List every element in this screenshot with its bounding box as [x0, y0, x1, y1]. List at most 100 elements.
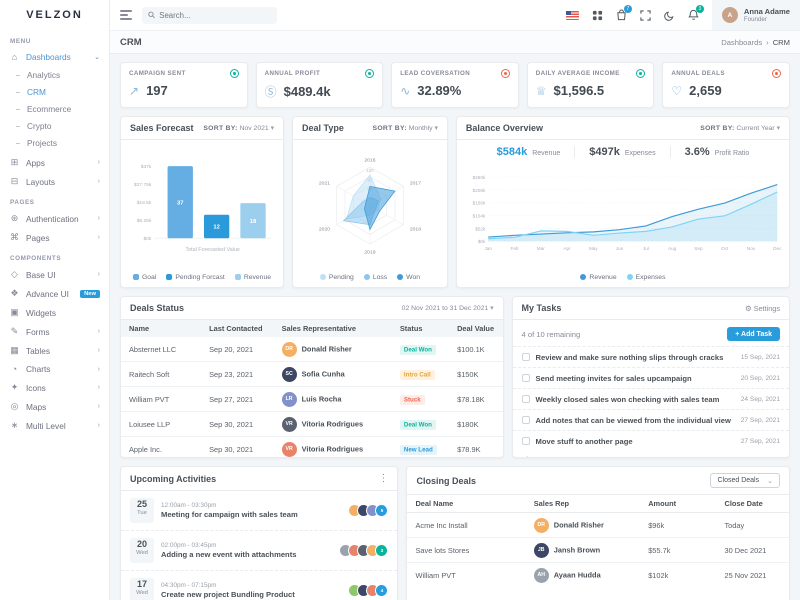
activity-time: 12:00am - 03:30pm — [161, 502, 217, 509]
balance-sort-dropdown[interactable]: SORT BY: Current Year ▾ — [700, 125, 780, 132]
activity-day: 25 — [136, 499, 147, 509]
svg-text:120: 120 — [366, 168, 374, 173]
deal-value: $100.1K — [457, 344, 485, 354]
deal-name: William PVT — [121, 386, 202, 412]
sidebar-subitem-ecommerce[interactable]: Ecommerce — [0, 100, 109, 117]
sidebar-item-apps[interactable]: ⊞ Apps › — [0, 153, 109, 172]
stat-value: 197 — [146, 83, 168, 98]
apps-icon: ⊞ — [10, 157, 19, 167]
sidebar-item-authentication[interactable]: ⊛ Authentication › — [0, 209, 109, 228]
task-checkbox[interactable] — [521, 437, 530, 445]
task-checkbox[interactable] — [521, 374, 530, 382]
sidebar-item-base-ui[interactable]: ◇ Base UI › — [0, 265, 109, 284]
show-more-link[interactable]: Show more... — [513, 451, 789, 457]
sidebar-subitem-analytics[interactable]: Analytics — [0, 66, 109, 83]
column-header: Last Contacted — [201, 320, 274, 337]
user-menu[interactable]: A Anna Adame Founder — [711, 0, 800, 30]
widgets-icon: ▣ — [10, 307, 19, 317]
activity-day: 17 — [136, 579, 147, 589]
icons-icon: ✦ — [10, 382, 19, 392]
add-task-button[interactable]: + Add Task — [727, 327, 780, 341]
sidebar-item-pages[interactable]: ⌘ Pages › — [0, 228, 109, 247]
task-checkbox[interactable] — [521, 353, 530, 361]
breadcrumb-parent[interactable]: Dashboards — [721, 37, 763, 47]
sidebar-item-layouts[interactable]: ⊟ Layouts › — [0, 172, 109, 191]
kebab-menu-icon[interactable]: ⋮ — [378, 473, 389, 484]
sidebar-item-advance-ui[interactable]: ❖ Advance UI New — [0, 284, 109, 303]
dark-mode-moon-icon[interactable] — [664, 10, 675, 21]
task-checkbox[interactable] — [521, 416, 530, 424]
deals-date-range-dropdown[interactable]: 02 Nov 2021 to 31 Dec 2021 ▾ — [401, 305, 494, 312]
last-contacted: Sep 23, 2021 — [201, 361, 274, 387]
sidebar-item-forms[interactable]: ✎ Forms › — [0, 322, 109, 341]
chevron-right-icon: › — [97, 178, 100, 185]
svg-text:12: 12 — [213, 225, 220, 231]
sidebar-item-widgets[interactable]: ▣ Widgets — [0, 303, 109, 322]
stat-label: ANNUAL DEALS — [671, 70, 725, 77]
deal-name: Acme Inc Install — [415, 520, 468, 530]
amount: $55.7k — [640, 537, 717, 563]
notifications-bell-icon[interactable]: 3 — [688, 5, 704, 21]
amount: $96k — [648, 520, 665, 530]
avatar: SC — [281, 366, 297, 382]
closing-deals-filter-select[interactable]: Closed Deals ⌄ — [710, 473, 780, 488]
tasks-settings-button[interactable]: ⚙ Settings — [745, 303, 780, 313]
sidebar-item-dashboards[interactable]: ⌂ Dashboards ⌄ — [0, 48, 109, 66]
activity-item: 25 Tue 12:00am - 03:30pm Meeting for campai… — [121, 491, 397, 530]
sidebar-item-charts[interactable]: ◔ Charts › — [0, 360, 109, 378]
brand-logo[interactable]: VELZON — [26, 9, 83, 21]
deal-name: William PVT — [407, 562, 526, 587]
sidebar-subitem-crm[interactable]: CRM — [0, 83, 109, 100]
language-flag-icon[interactable] — [565, 10, 579, 20]
deal-type-sort-dropdown[interactable]: SORT BY: Monthly ▾ — [372, 125, 438, 132]
table-row: William PVT AH Ayaan Hudda $102k 25 Nov 2021 — [407, 562, 789, 587]
svg-text:Oct: Oct — [721, 246, 729, 251]
cart-badge: 7 — [623, 5, 632, 13]
sales-forecast-card: Sales Forecast SORT BY: Nov 2021 ▾ $37k $… — [120, 116, 284, 288]
sidebar-subitem-crypto[interactable]: Crypto — [0, 117, 109, 134]
avatar-group: 4 — [348, 584, 389, 597]
avatar: AH — [533, 567, 549, 583]
stat-card-0: CAMPAIGN SENT ↗ 197 — [120, 62, 248, 108]
column-header: Name — [121, 320, 202, 337]
status-badge: Deal Won — [399, 345, 436, 355]
sidebar-item-icons[interactable]: ✦ Icons › — [0, 378, 109, 397]
breadcrumb-separator: › — [766, 37, 769, 47]
balance-stat-value: 3.6% — [684, 146, 710, 158]
sales-forecast-sort-dropdown[interactable]: SORT BY: Nov 2021 ▾ — [203, 125, 274, 132]
balance-overview-card: Balance Overview SORT BY: Current Year ▾… — [455, 116, 790, 288]
close-date: 30 Dec 2021 — [716, 537, 789, 563]
sidebar-item-tables[interactable]: ▦ Tables › — [0, 341, 109, 360]
svg-text:Mar: Mar — [537, 246, 545, 251]
search-box[interactable] — [142, 6, 277, 24]
hamburger-menu-icon[interactable] — [120, 10, 132, 20]
upcoming-activities-card: Upcoming Activities ⋮ 25 Tue 12:00am - 03:… — [120, 466, 399, 600]
legend-item: Expenses — [626, 274, 665, 281]
apps-grid-icon[interactable] — [592, 10, 603, 21]
status-dot-icon — [500, 69, 510, 78]
sidebar-subitem-projects[interactable]: Projects — [0, 134, 109, 151]
stat-card-2: LEAD COVERSATION ∿ 32.89% — [391, 62, 519, 108]
task-date: 24 Sep, 2021 — [740, 395, 780, 403]
task-checkbox[interactable] — [521, 395, 530, 403]
sidebar-item-multi-level[interactable]: ∗ Multi Level › — [0, 416, 109, 435]
table-row: Raitech Soft Sep 23, 2021 SC Sofia Cunha Int… — [121, 361, 503, 387]
activity-title: Meeting for campaign with sales team — [161, 510, 298, 519]
svg-text:$27.75k: $27.75k — [134, 182, 152, 188]
deal-name: Raitech Soft — [121, 361, 202, 387]
cart-icon[interactable]: 7 — [616, 5, 632, 21]
task-text: Send meeting invites for sales upcampaig… — [535, 373, 692, 383]
search-input[interactable] — [159, 10, 271, 20]
column-header: Status — [391, 320, 450, 337]
last-contacted: Sep 30, 2021 — [201, 411, 274, 437]
sidebar-item-maps[interactable]: ◎ Maps › — [0, 397, 109, 416]
status-dot-icon — [229, 69, 239, 78]
user-name: Anna Adame — [743, 6, 790, 16]
sidebar-item-label: Apps — [26, 157, 45, 168]
stat-card-4: ANNUAL DEALS ♡ 2,659 — [662, 62, 790, 108]
fullscreen-icon[interactable] — [640, 9, 651, 21]
nav-section-label: MENU — [10, 38, 31, 45]
legend-item: Revenue — [234, 274, 271, 281]
table-row: Acme Inc Install DR Donald Risher $96k Today — [407, 513, 789, 538]
avatar-count-badge: 3 — [375, 544, 389, 557]
